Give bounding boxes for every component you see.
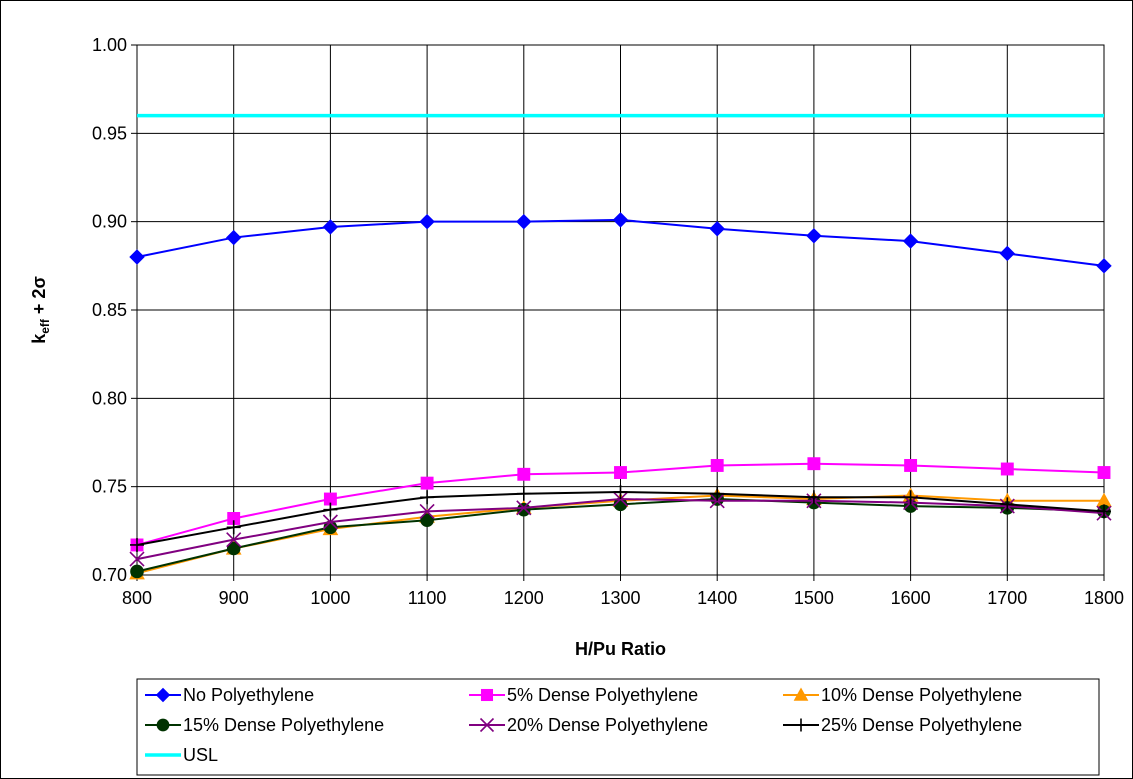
x-tick-label: 1700 xyxy=(987,588,1027,608)
data-point xyxy=(226,541,241,556)
data-point xyxy=(419,503,435,519)
data-point xyxy=(806,490,821,505)
data-point xyxy=(710,486,725,501)
data-point xyxy=(612,491,629,507)
data-point xyxy=(1000,462,1014,476)
legend-label: USL xyxy=(183,745,218,765)
legend-item: 5% Dense Polyethylene xyxy=(469,685,698,705)
data-point xyxy=(129,551,145,567)
y-axis-title-suffix: + 2σ xyxy=(29,276,49,319)
data-point xyxy=(709,493,725,509)
data-point xyxy=(129,249,145,265)
data-point xyxy=(420,476,434,490)
x-tick-label: 1800 xyxy=(1084,588,1124,608)
y-tick-label: 0.80 xyxy=(92,388,127,408)
data-point xyxy=(226,532,242,548)
series-5 xyxy=(130,484,1111,552)
x-tick-label: 1100 xyxy=(408,588,447,608)
data-point xyxy=(517,467,531,481)
x-tick-label: 1200 xyxy=(504,588,544,608)
legend-label: No Polyethylene xyxy=(183,685,314,705)
data-point xyxy=(516,500,532,516)
x-tick-label: 1000 xyxy=(310,588,350,608)
data-point xyxy=(516,213,532,230)
data-point xyxy=(614,466,627,479)
x-tick-label: 800 xyxy=(122,588,152,608)
y-tick-label: 0.75 xyxy=(92,477,127,497)
data-point xyxy=(807,457,821,471)
data-point xyxy=(613,484,628,499)
x-tick-label: 1300 xyxy=(600,588,640,608)
data-point xyxy=(806,228,822,244)
data-point xyxy=(420,490,435,505)
data-point xyxy=(480,688,494,702)
legend-box xyxy=(136,678,1100,776)
y-tick-label: 0.95 xyxy=(92,123,127,143)
data-point xyxy=(1000,497,1015,512)
y-tick-label: 0.90 xyxy=(92,212,127,232)
y-axis-title-subscript: eff xyxy=(38,318,52,334)
legend-label: 5% Dense Polyethylene xyxy=(507,685,698,705)
data-point xyxy=(479,717,495,733)
legend-label: 20% Dense Polyethylene xyxy=(507,715,708,735)
x-tick-label: 1400 xyxy=(697,588,737,608)
data-point xyxy=(516,486,531,501)
data-point xyxy=(156,718,170,732)
x-axis-title: H/Pu Ratio xyxy=(575,639,666,659)
y-axis-title-main: k xyxy=(29,333,49,344)
data-point xyxy=(322,514,338,530)
data-point xyxy=(1097,504,1111,519)
data-point xyxy=(612,212,629,228)
data-point xyxy=(130,537,144,552)
y-tick-label: 0.70 xyxy=(92,565,127,585)
x-axis-ticks: 800 900 1000 1100 1200 1300 1400 1500 1600 1700 18… xyxy=(122,575,1124,608)
legend-item: 15% Dense Polyethylene xyxy=(145,715,384,735)
data-point xyxy=(1096,258,1112,274)
data-point xyxy=(709,221,725,237)
data-point xyxy=(419,213,435,230)
series-0 xyxy=(129,212,1112,274)
x-tick-label: 900 xyxy=(219,588,249,608)
data-point xyxy=(225,229,242,246)
y-tick-label: 1.00 xyxy=(92,35,127,55)
data-point xyxy=(710,459,724,472)
data-point xyxy=(322,219,339,235)
data-point xyxy=(130,564,144,579)
data-point xyxy=(155,687,171,703)
data-point xyxy=(794,718,808,732)
legend-label: 10% Dense Polyethylene xyxy=(821,685,1022,705)
legend-item: No Polyethylene xyxy=(145,685,314,705)
data-point xyxy=(902,233,919,249)
x-tick-label: 1500 xyxy=(794,588,834,608)
x-tick-label: 1600 xyxy=(891,588,931,608)
legend: No Polyethylene 5% Dense Polyethylene 10% … xyxy=(136,678,1100,776)
data-point xyxy=(226,520,241,535)
legend-item: USL xyxy=(145,745,218,765)
data-point xyxy=(903,490,918,505)
legend-label: 25% Dense Polyethylene xyxy=(821,715,1022,735)
data-point xyxy=(323,502,338,517)
legend-label: 15% Dense Polyethylene xyxy=(183,715,384,735)
legend-item: 20% Dense Polyethylene xyxy=(469,715,708,735)
data-point xyxy=(517,502,531,517)
data-point xyxy=(904,459,918,472)
data-point xyxy=(1097,466,1111,479)
data-point xyxy=(999,245,1016,262)
data-point xyxy=(793,687,809,701)
y-tick-label: 0.85 xyxy=(92,300,127,320)
data-point xyxy=(420,513,434,528)
legend-item: 25% Dense Polyethylene xyxy=(783,715,1022,735)
legend-item: 10% Dense Polyethylene xyxy=(783,685,1022,705)
series-layer xyxy=(129,113,1112,580)
y-axis-title: keff + 2σ xyxy=(29,276,52,344)
y-axis-ticks: 0.70 0.75 0.80 0.85 0.90 0.95 1.00 xyxy=(92,35,137,585)
